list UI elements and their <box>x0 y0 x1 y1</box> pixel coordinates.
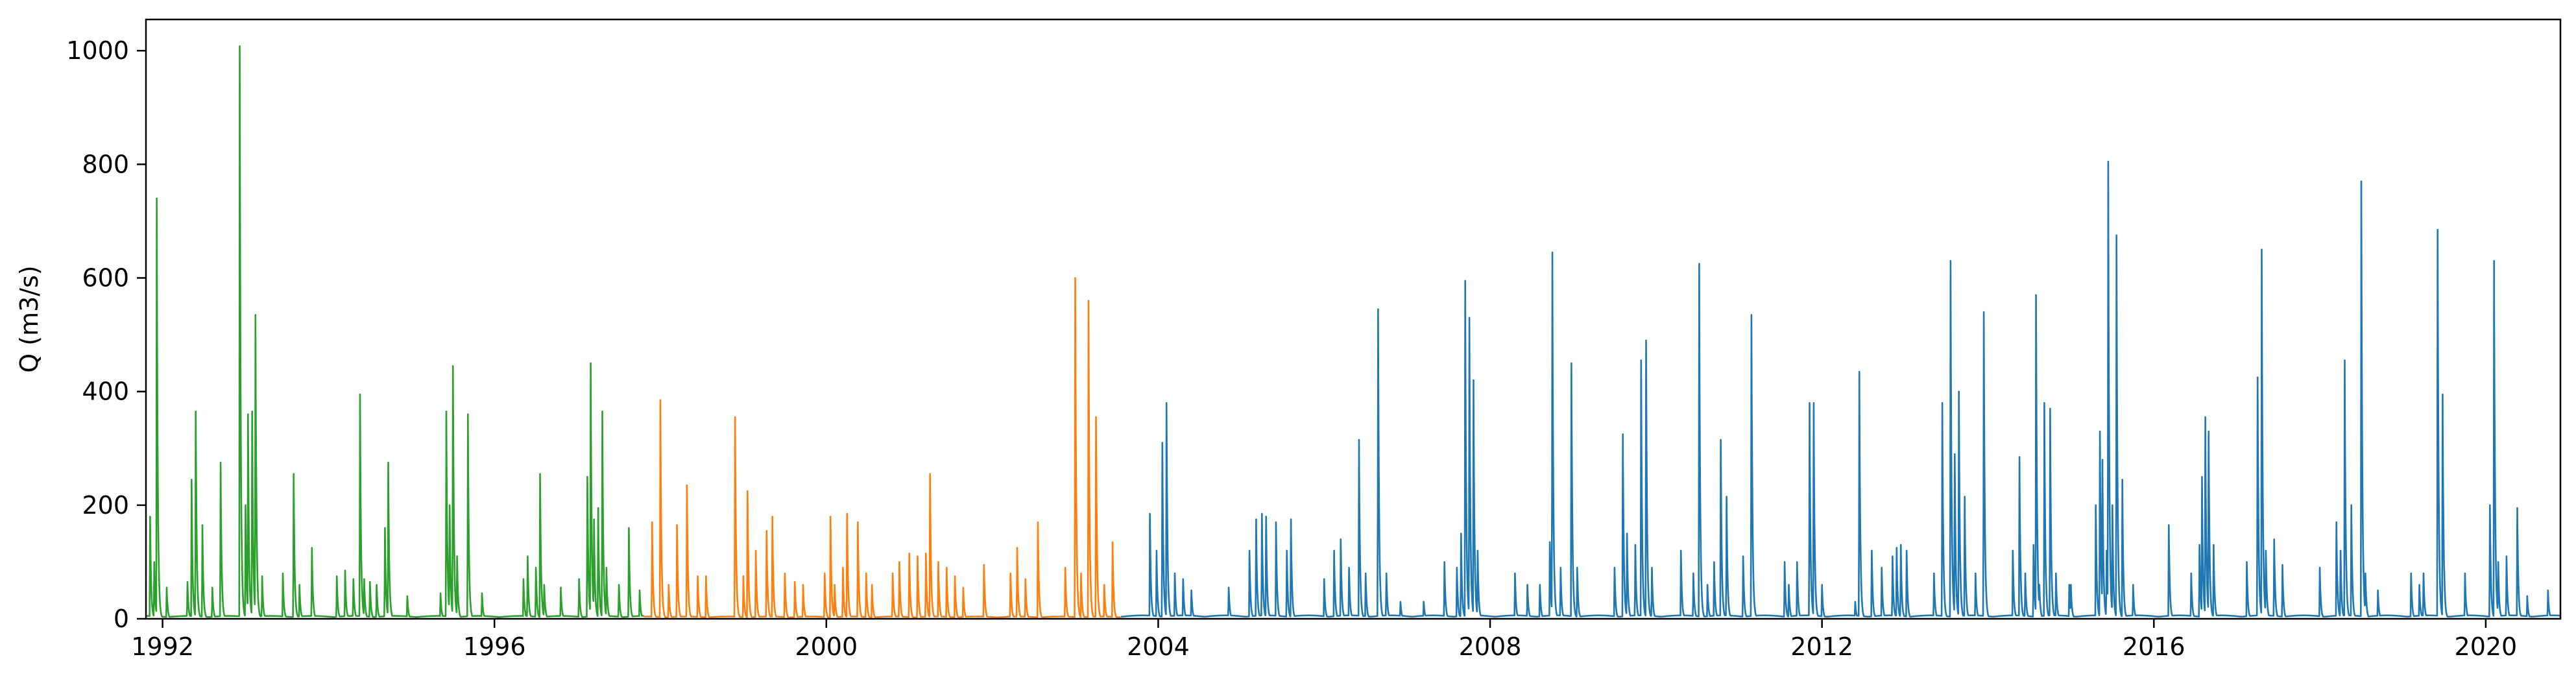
series-line-2 <box>643 277 1122 619</box>
plot-frame <box>145 18 2562 620</box>
x-tick-label: 2020 <box>2455 632 2518 661</box>
x-tick-label: 2008 <box>1459 632 1522 661</box>
series-line-1 <box>145 45 645 618</box>
y-tick-label: 0 <box>114 605 129 633</box>
x-tick-label: 2004 <box>1127 632 1190 661</box>
y-tick-label: 1000 <box>66 36 129 65</box>
x-tick-label: 1996 <box>463 632 526 661</box>
y-tick-label: 200 <box>82 491 129 520</box>
x-tick-label: 1992 <box>131 632 194 661</box>
y-tick-label: 400 <box>82 377 129 406</box>
x-tick-label: 2012 <box>1790 632 1853 661</box>
series-group <box>145 45 2561 619</box>
x-tick-label: 2000 <box>795 632 858 661</box>
x-tick-label: 2016 <box>2123 632 2185 661</box>
y-tick-label: 800 <box>82 150 129 178</box>
y-axis-ticks: 0 200 400 600 800 1000 <box>66 36 146 633</box>
y-axis-label: Q (m3/s) <box>15 265 43 372</box>
series-line-3 <box>1120 160 2561 618</box>
x-axis-ticks: 1992 1996 2000 2004 2008 2012 2016 2020 <box>131 619 2517 661</box>
y-tick-label: 600 <box>82 264 129 293</box>
